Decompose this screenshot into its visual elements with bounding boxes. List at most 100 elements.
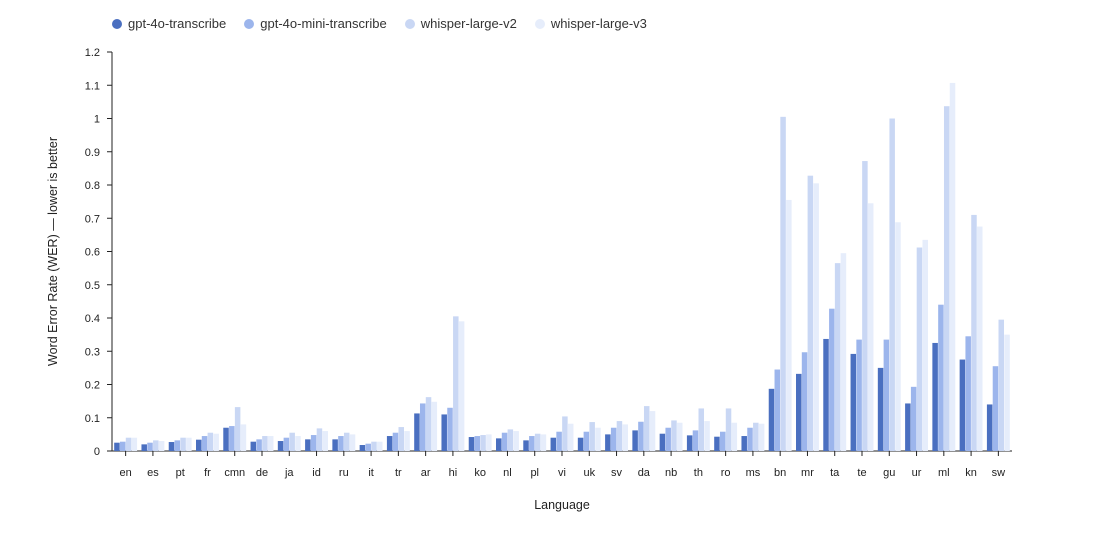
x-tick-label: ru: [339, 467, 349, 479]
bar-gpt-4o-transcribe-pt: [168, 442, 175, 451]
bar-gpt-4o-transcribe-ko: [468, 437, 475, 451]
bar-whisper-large-v3-sv: [622, 424, 628, 451]
y-tick-label: 0.4: [85, 313, 100, 325]
bar-whisper-large-v3-ja: [295, 436, 301, 451]
bar-gpt-4o-mini-transcribe-ko: [474, 436, 481, 451]
bar-whisper-large-v2-id: [316, 428, 323, 451]
bar-whisper-large-v2-ta: [834, 263, 841, 451]
x-tick-label: it: [368, 467, 374, 479]
legend-swatch: [112, 18, 122, 29]
bar-gpt-4o-transcribe-mr: [796, 373, 802, 451]
bar-whisper-large-v3-es: [158, 441, 165, 451]
x-tick-label: vi: [558, 467, 566, 479]
bar-gpt-4o-transcribe-fr: [196, 439, 202, 451]
legend-swatch: [244, 18, 255, 29]
bar-gpt-4o-mini-transcribe-hi: [447, 407, 453, 451]
bar-gpt-4o-mini-transcribe-ur: [910, 386, 917, 451]
x-tick-label: de: [256, 467, 268, 479]
bar-whisper-large-v2-de: [262, 436, 268, 451]
bar-gpt-4o-transcribe-th: [686, 435, 693, 451]
bar-whisper-large-v2-ar: [425, 397, 432, 451]
x-tick-label: ro: [721, 467, 731, 479]
bar-gpt-4o-transcribe-es: [141, 444, 147, 451]
bar-gpt-4o-mini-transcribe-en: [119, 441, 126, 451]
x-tick-label: kn: [965, 467, 977, 479]
bar-gpt-4o-mini-transcribe-uk: [583, 431, 590, 451]
y-tick-label: 1: [94, 114, 100, 126]
y-tick-label: 0.1: [85, 413, 100, 425]
bar-gpt-4o-transcribe-gu: [877, 367, 884, 452]
bar-whisper-large-v3-ur: [922, 239, 928, 451]
bar-gpt-4o-transcribe-sv: [605, 434, 611, 452]
bar-whisper-large-v2-it: [371, 441, 377, 451]
bar-gpt-4o-mini-transcribe-id: [310, 435, 317, 451]
x-tick-label: th: [694, 467, 703, 479]
bar-gpt-4o-mini-transcribe-kn: [965, 336, 971, 451]
legend-label: whisper-large-v2: [420, 16, 517, 31]
bar-whisper-large-v3-kn: [977, 226, 983, 451]
x-tick-label: en: [120, 467, 132, 479]
bar-whisper-large-v2-uk: [589, 422, 595, 451]
bar-gpt-4o-transcribe-ml: [932, 342, 938, 451]
bar-gpt-4o-transcribe-tr: [386, 436, 393, 451]
bar-gpt-4o-mini-transcribe-sv: [610, 427, 617, 451]
bar-gpt-4o-transcribe-kn: [959, 359, 966, 451]
bar-gpt-4o-transcribe-hi: [441, 414, 447, 451]
bar-gpt-4o-mini-transcribe-it: [365, 443, 371, 451]
bar-whisper-large-v2-mr: [807, 175, 814, 451]
bar-whisper-large-v2-te: [862, 161, 868, 451]
y-tick-label: 0.8: [85, 180, 100, 192]
bar-gpt-4o-mini-transcribe-nb: [665, 427, 671, 451]
bar-whisper-large-v3-pl: [540, 434, 547, 452]
bar-whisper-large-v2-bn: [780, 116, 786, 451]
x-tick-label: ml: [938, 467, 950, 479]
y-tick-label: 0.2: [85, 380, 100, 392]
legend-item: whisper-large-v3: [534, 16, 647, 31]
bar-gpt-4o-mini-transcribe-cmn: [229, 426, 235, 451]
bar-whisper-large-v3-ta: [840, 253, 847, 451]
bar-whisper-large-v2-da: [643, 406, 650, 451]
bar-whisper-large-v3-cmn: [240, 424, 247, 451]
bar-gpt-4o-transcribe-ms: [741, 436, 747, 451]
bar-gpt-4o-transcribe-uk: [577, 437, 584, 451]
x-tick-label: fr: [204, 467, 211, 479]
bar-whisper-large-v2-ko: [480, 435, 486, 451]
bar-gpt-4o-mini-transcribe-bn: [774, 369, 781, 451]
bar-gpt-4o-mini-transcribe-te: [856, 339, 862, 451]
legend-swatch: [534, 18, 545, 29]
bar-gpt-4o-mini-transcribe-es: [147, 442, 153, 451]
bar-whisper-large-v2-nl: [507, 429, 514, 451]
x-tick-label: hi: [449, 467, 458, 479]
bar-gpt-4o-transcribe-da: [632, 430, 638, 451]
bar-whisper-large-v3-ro: [731, 422, 738, 451]
bar-whisper-large-v3-hi: [458, 321, 465, 451]
bar-whisper-large-v3-th: [704, 421, 710, 451]
bar-gpt-4o-mini-transcribe-ar: [419, 403, 426, 451]
bar-gpt-4o-mini-transcribe-ms: [747, 427, 753, 451]
bar-whisper-large-v3-mr: [813, 183, 819, 451]
bar-gpt-4o-mini-transcribe-nl: [501, 432, 508, 451]
y-axis-title: Word Error Rate (WER) — lower is better: [46, 137, 60, 366]
bar-gpt-4o-mini-transcribe-th: [692, 430, 699, 451]
bar-whisper-large-v3-en: [131, 437, 138, 451]
bar-whisper-large-v3-gu: [895, 222, 901, 451]
bar-whisper-large-v2-nb: [671, 420, 677, 451]
bar-whisper-large-v2-kn: [971, 214, 977, 451]
bar-gpt-4o-mini-transcribe-vi: [556, 431, 562, 451]
bar-whisper-large-v3-it: [377, 441, 383, 451]
x-tick-label: ms: [746, 467, 761, 479]
x-tick-label: cmn: [224, 467, 245, 479]
chart-legend: gpt-4o-transcribe gpt-4o-mini-transcribe w…: [112, 16, 647, 31]
x-tick-label: da: [638, 467, 651, 479]
bar-whisper-large-v2-fr: [207, 432, 214, 451]
bar-whisper-large-v3-bn: [786, 199, 792, 451]
bar-whisper-large-v3-de: [267, 436, 274, 451]
legend-label: gpt-4o-mini-transcribe: [260, 16, 387, 31]
bar-whisper-large-v2-ur: [916, 247, 923, 451]
bar-whisper-large-v2-pl: [534, 433, 541, 451]
legend-swatch: [404, 18, 415, 29]
bar-whisper-large-v2-sv: [616, 421, 623, 451]
bar-whisper-large-v3-nb: [677, 422, 683, 451]
bar-whisper-large-v2-cmn: [234, 407, 241, 451]
bar-whisper-large-v2-tr: [398, 427, 405, 451]
